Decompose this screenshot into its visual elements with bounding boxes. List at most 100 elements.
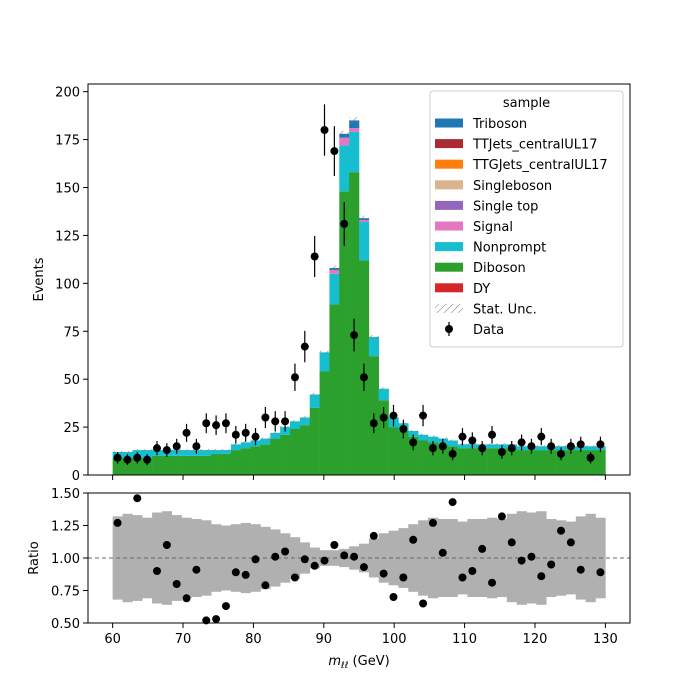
ratio-point-2 [133,494,142,503]
bar-diboson-11 [221,453,232,475]
x-axis-label: mℓℓ (GeV) [328,654,389,671]
data-point-32 [428,444,437,453]
ratio-point-38 [488,578,497,587]
data-point-43 [537,432,546,441]
legend-entry-10: Data [445,322,504,338]
data-point-14 [251,432,260,441]
legend-entry-0: Triboson [435,117,527,132]
ratio-point-31 [419,599,428,608]
bar-nonprompt-27 [378,388,389,401]
bar-signal-22 [329,269,340,274]
legend-swatch-4 [435,200,463,210]
stat-unc-13 [240,441,251,444]
data-point-4 [152,444,161,453]
bar-diboson-42 [526,450,537,475]
bar-diboson-19 [299,425,311,475]
bar-nonprompt-15 [260,438,271,445]
bar-diboson-45 [556,450,567,475]
data-point-46 [566,442,575,451]
data-point-15 [261,413,270,422]
legend-label-10: Data [473,323,504,338]
ratio-point-37 [478,544,487,553]
data-point-9 [202,419,211,428]
ratio-points [113,494,605,625]
ratio-point-10 [212,615,221,624]
ratio-point-7 [182,594,191,603]
data-point-16 [271,417,280,426]
ratio-band-48 [585,513,596,603]
legend-swatch-2 [435,159,463,169]
bar-diboson-37 [477,448,488,475]
bar-diboson-40 [506,448,517,475]
data-point-42 [527,442,536,451]
bar-diboson-47 [575,450,586,475]
ratio-point-6 [172,580,181,588]
bar-nonprompt-12 [230,444,242,451]
stat-unc-45 [556,445,566,448]
bar-diboson-38 [487,448,498,475]
ratio-point-13 [241,570,250,579]
legend: sample Triboson TTJets_centralUL17 TTGJets… [429,90,624,348]
ratio-band-4 [152,512,163,604]
ratio-xtick-label-130: 130 [593,632,618,647]
data-point-33 [438,442,447,451]
bar-diboson-34 [447,446,458,475]
data-point-5 [162,446,171,455]
data-point-38 [488,430,497,439]
ratio-point-11 [221,602,230,611]
ratio-point-4 [152,567,161,575]
bar-nonprompt-18 [290,421,301,429]
bar-diboson-41 [516,450,527,475]
legend-title: sample [503,96,550,111]
legend-label-8: DY [473,282,490,297]
stat-unc-43 [536,445,547,448]
ratio-band-28 [388,530,399,586]
legend-entry-9: Stat. Unc. [435,302,537,317]
stat-unc-30 [408,429,419,433]
bar-diboson-43 [536,450,547,475]
ratio-xtick-label-90: 90 [316,632,333,647]
ratio-band-36 [467,519,478,597]
data-point-6 [172,442,181,451]
main-ytick-label-100: 100 [55,277,80,292]
ratio-x-ticks: 60 70 80 90 100 110 120 130 [104,623,618,647]
stat-unc-38 [487,443,497,446]
ratio-point-12 [231,568,240,577]
data-point-31 [419,411,428,420]
ratio-point-42 [527,552,536,561]
ratio-band-11 [221,525,232,591]
ratio-point-16 [271,552,280,561]
bar-nonprompt-16 [270,432,281,439]
legend-entry-7: Diboson [435,261,526,276]
bar-diboson-46 [565,450,577,475]
data-point-41 [517,438,526,447]
bar-diboson-32 [427,442,439,475]
data-point-47 [576,440,585,449]
legend-entry-4: Single top [435,199,538,214]
data-point-10 [212,421,221,430]
ratio-point-23 [340,551,349,560]
bar-nonprompt-3 [142,450,153,458]
legend-swatch-5 [435,221,463,231]
bar-diboson-20 [309,407,320,475]
ratio-xtick-label-110: 110 [452,632,477,647]
bar-triboson-24 [349,120,360,129]
ratio-band-1 [122,513,133,603]
ratio-band-45 [556,520,567,596]
ratio-xtick-label-80: 80 [245,632,262,647]
bar-diboson-17 [280,434,291,475]
stat-unc-2 [132,448,143,452]
data-point-45 [557,449,566,458]
bar-nonprompt-48 [585,446,596,451]
bar-diboson-33 [437,444,448,475]
stat-unc-26 [368,335,379,339]
bar-diboson-23 [339,191,350,476]
data-point-48 [586,453,595,462]
ratio-y-ticks: 0.50 0.75 1.00 1.25 1.50 [51,487,88,632]
ratio-band-26 [368,538,380,578]
bar-diboson-39 [496,448,508,475]
legend-label-2: TTGJets_centralUL17 [472,158,608,173]
ratio-point-0 [113,518,122,527]
bar-diboson-16 [270,438,281,475]
bar-diboson-29 [398,430,409,475]
